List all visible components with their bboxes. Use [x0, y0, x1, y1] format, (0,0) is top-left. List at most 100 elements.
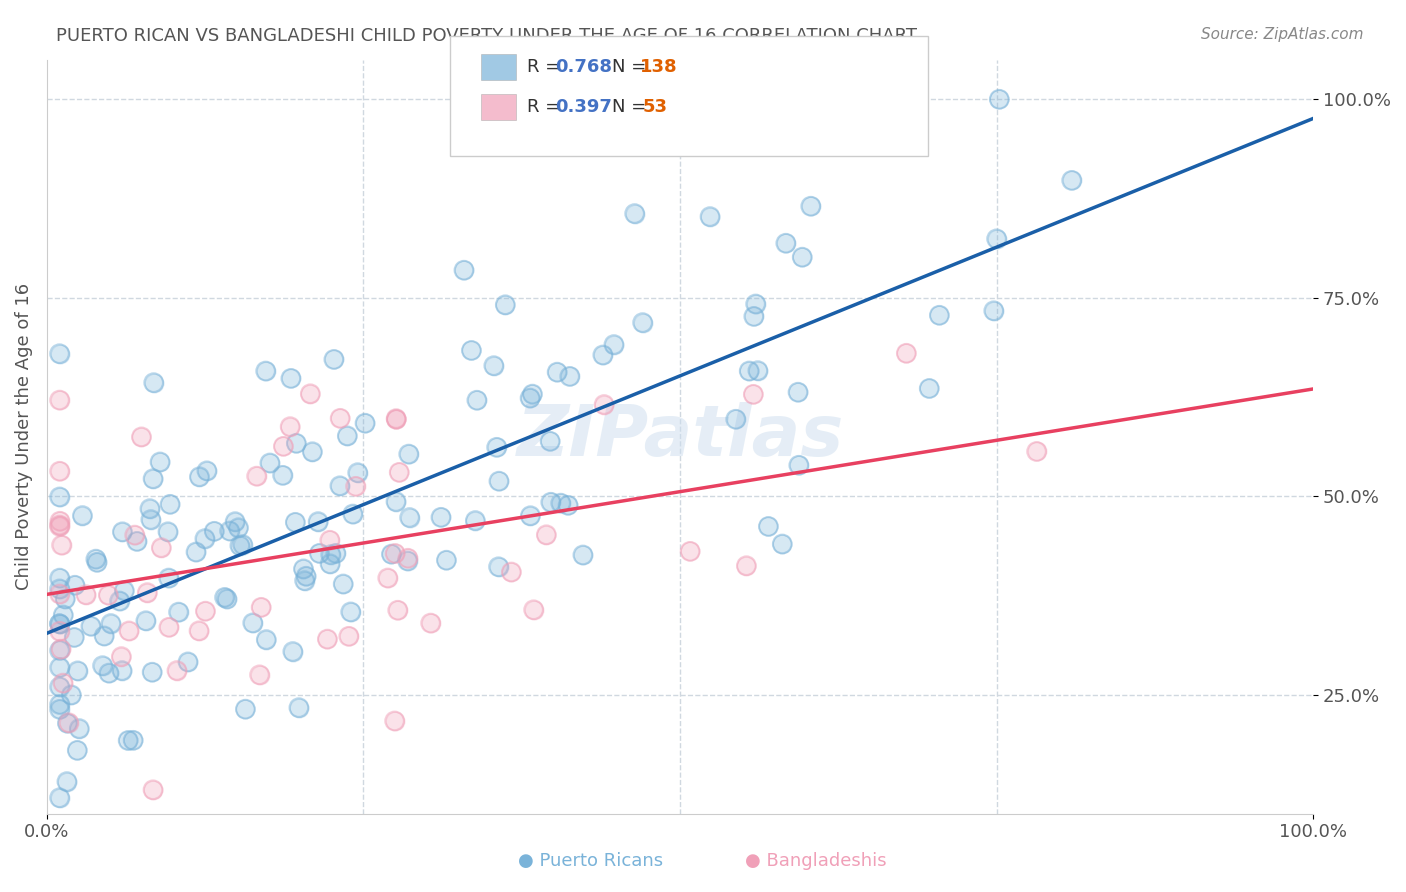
Point — [97, 588, 120, 602]
Point — [214, 591, 236, 605]
Point — [792, 250, 814, 264]
Point — [86, 555, 108, 569]
Text: 0.768: 0.768 — [555, 58, 613, 76]
Point — [75, 588, 97, 602]
Point — [150, 541, 173, 555]
Point — [679, 544, 702, 558]
Point — [488, 474, 510, 488]
Point — [301, 444, 323, 458]
Point — [97, 666, 120, 681]
Point — [928, 308, 950, 322]
Point — [319, 548, 342, 562]
Text: ZIPatlas: ZIPatlas — [516, 402, 844, 471]
Point — [49, 514, 72, 528]
Point — [48, 582, 70, 596]
Point — [332, 577, 354, 591]
Point — [501, 565, 523, 579]
Point — [299, 386, 322, 401]
Point — [86, 555, 108, 569]
Point — [1060, 173, 1083, 187]
Point — [384, 547, 406, 561]
Point — [63, 631, 86, 645]
Point — [48, 582, 70, 596]
Point — [48, 347, 70, 361]
Point — [231, 537, 253, 551]
Point — [142, 472, 165, 486]
Point — [380, 547, 402, 561]
Point — [460, 343, 482, 358]
Point — [918, 382, 941, 396]
Point — [396, 551, 419, 566]
Point — [259, 456, 281, 470]
Point — [344, 479, 367, 493]
Point — [48, 571, 70, 585]
Point — [218, 524, 240, 538]
Point — [436, 553, 458, 567]
Point — [336, 429, 359, 443]
Point — [93, 629, 115, 643]
Point — [93, 629, 115, 643]
Point — [398, 510, 420, 524]
Point — [58, 715, 80, 730]
Point — [288, 700, 311, 714]
Point — [385, 494, 408, 508]
Point — [419, 616, 441, 631]
Point — [294, 574, 316, 588]
Point — [631, 316, 654, 330]
Point — [56, 716, 79, 731]
Point — [384, 547, 406, 561]
Point — [603, 337, 626, 351]
Point — [546, 365, 568, 379]
Point — [519, 508, 541, 523]
Y-axis label: Child Poverty Under the Age of 16: Child Poverty Under the Age of 16 — [15, 283, 32, 591]
Point — [202, 524, 225, 539]
Point — [295, 569, 318, 583]
Point — [398, 447, 420, 461]
Point — [48, 702, 70, 716]
Point — [523, 603, 546, 617]
Point — [385, 494, 408, 508]
Point — [281, 644, 304, 658]
Point — [385, 411, 408, 425]
Point — [131, 430, 153, 444]
Point — [48, 643, 70, 657]
Point — [342, 507, 364, 521]
Text: ● Puerto Ricans: ● Puerto Ricans — [517, 852, 664, 870]
Point — [228, 521, 250, 535]
Point — [558, 369, 581, 384]
Point — [522, 387, 544, 401]
Point — [316, 632, 339, 646]
Point — [254, 364, 277, 378]
Point — [84, 552, 107, 566]
Point — [384, 714, 406, 728]
Text: 53: 53 — [643, 98, 668, 116]
Point — [214, 591, 236, 605]
Point — [49, 642, 72, 657]
Point — [48, 464, 70, 478]
Point — [744, 297, 766, 311]
Point — [156, 524, 179, 539]
Point — [536, 527, 558, 541]
Point — [188, 469, 211, 483]
Point — [299, 386, 322, 401]
Point — [142, 782, 165, 797]
Point — [66, 664, 89, 678]
Point — [339, 605, 361, 619]
Point — [229, 539, 252, 553]
Point — [385, 412, 408, 426]
Point — [523, 603, 546, 617]
Point — [623, 206, 645, 220]
Point — [482, 359, 505, 373]
Point — [139, 501, 162, 516]
Point — [460, 343, 482, 358]
Point — [245, 469, 267, 483]
Point — [540, 495, 562, 509]
Point — [623, 206, 645, 220]
Point — [280, 371, 302, 385]
Point — [117, 733, 139, 747]
Point — [396, 554, 419, 568]
Point — [558, 369, 581, 384]
Point — [250, 600, 273, 615]
Point — [63, 631, 86, 645]
Point — [136, 585, 159, 599]
